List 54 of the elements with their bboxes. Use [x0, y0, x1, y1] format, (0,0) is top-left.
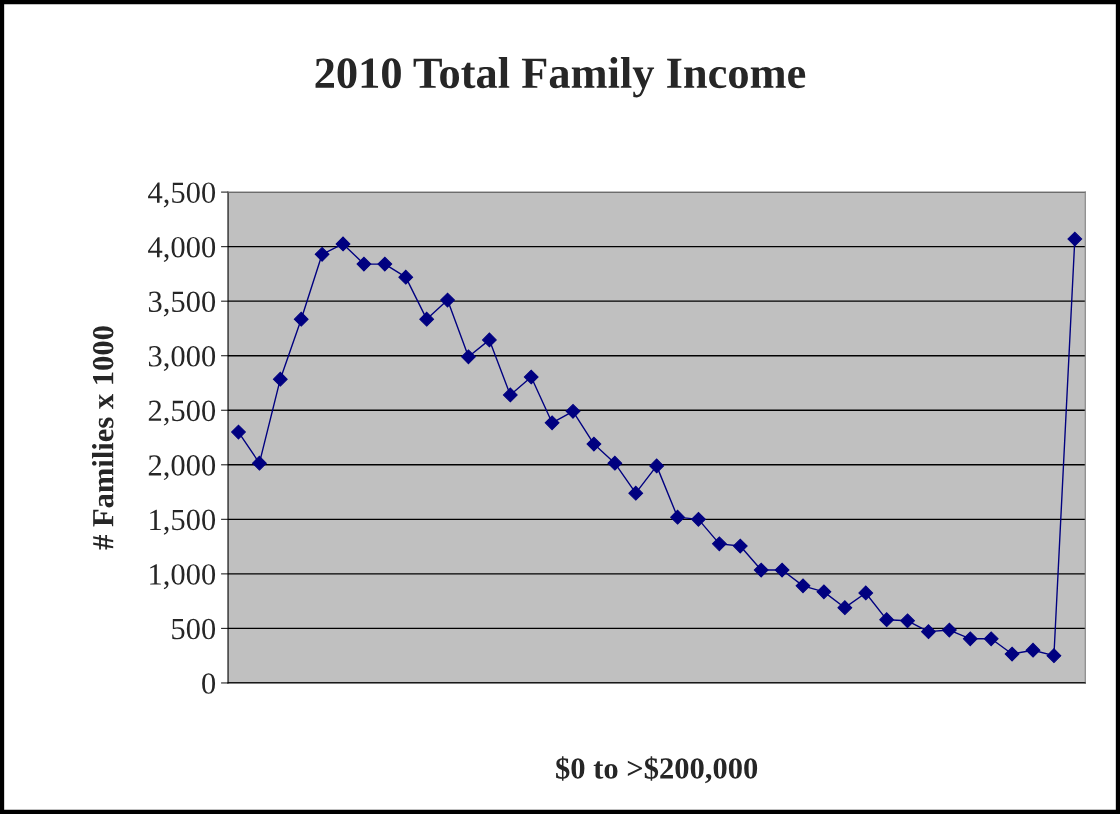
point — [628, 485, 644, 501]
point — [1004, 646, 1020, 662]
point — [231, 424, 246, 440]
point — [356, 256, 372, 272]
point — [816, 584, 832, 600]
point — [293, 311, 309, 327]
point — [691, 511, 706, 527]
y-tick-label: 2,000 — [148, 455, 216, 481]
point — [774, 562, 790, 578]
y-axis-title: # Families x 1000 — [91, 326, 114, 550]
point — [879, 612, 895, 628]
point — [921, 624, 936, 640]
point — [1046, 648, 1062, 664]
y-tick-label: 3,500 — [148, 291, 216, 317]
point — [335, 236, 351, 252]
point — [314, 246, 330, 262]
y-tick-label: 4,500 — [148, 182, 216, 208]
point — [858, 585, 874, 601]
point — [900, 613, 915, 629]
point — [398, 269, 414, 285]
point — [837, 600, 853, 616]
point — [440, 292, 455, 308]
x-axis-title: $0 to >$200,000 — [556, 756, 758, 784]
point — [753, 562, 769, 578]
point — [481, 332, 497, 348]
point — [1025, 642, 1041, 658]
point — [607, 455, 623, 471]
point — [461, 349, 476, 365]
point — [419, 311, 435, 327]
point — [272, 371, 288, 387]
point — [377, 256, 393, 272]
point — [586, 436, 602, 452]
y-tick-label: 500 — [172, 618, 216, 640]
point — [565, 403, 581, 419]
point — [670, 509, 685, 525]
y-tick-label: 1,500 — [150, 509, 216, 535]
chart-title: 2010 Total Family Income — [315, 56, 806, 98]
y-tick-label: 2,500 — [148, 400, 216, 426]
point — [502, 387, 518, 403]
point — [711, 536, 727, 552]
point — [649, 458, 665, 474]
y-tick-label: 4,000 — [148, 236, 216, 262]
y-tick-label: 0 — [202, 673, 216, 694]
y-tick-label: 3,000 — [148, 346, 216, 372]
point — [941, 622, 957, 638]
point — [732, 538, 748, 554]
point — [962, 631, 978, 647]
point — [523, 369, 539, 385]
y-tick-label: 1,000 — [150, 564, 216, 590]
point — [1067, 231, 1083, 247]
point — [252, 455, 267, 471]
point — [795, 578, 811, 594]
point — [544, 415, 560, 431]
point — [983, 631, 999, 647]
